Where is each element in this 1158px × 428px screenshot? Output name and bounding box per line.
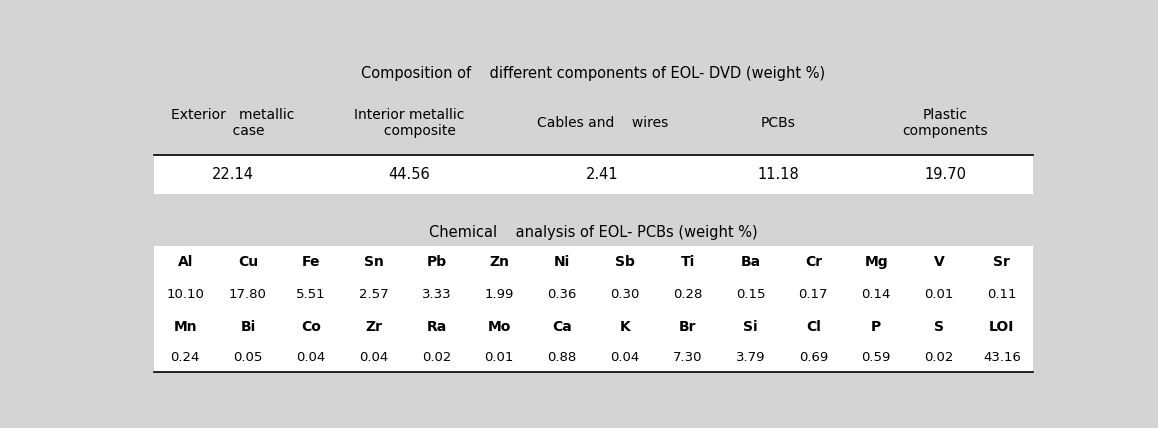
Text: Cl: Cl xyxy=(806,320,821,334)
Text: S: S xyxy=(935,320,944,334)
Text: Al: Al xyxy=(177,256,193,269)
Text: 11.18: 11.18 xyxy=(757,167,799,182)
Text: Pb: Pb xyxy=(426,256,447,269)
Text: Ca: Ca xyxy=(552,320,572,334)
Text: 7.30: 7.30 xyxy=(673,351,703,363)
Text: 17.80: 17.80 xyxy=(229,288,266,301)
Text: 3.33: 3.33 xyxy=(422,288,452,301)
Bar xyxy=(154,219,1033,246)
Text: Chemical    analysis of EOL- PCBs (weight %): Chemical analysis of EOL- PCBs (weight %… xyxy=(430,225,757,240)
Text: 0.30: 0.30 xyxy=(610,288,639,301)
Text: Br: Br xyxy=(679,320,696,334)
Text: V: V xyxy=(933,256,945,269)
Bar xyxy=(154,92,1033,155)
Text: 0.02: 0.02 xyxy=(422,351,452,363)
Text: Ni: Ni xyxy=(554,256,570,269)
Text: 22.14: 22.14 xyxy=(212,167,254,182)
Text: 0.01: 0.01 xyxy=(484,351,514,363)
Text: 43.16: 43.16 xyxy=(983,351,1020,363)
Text: Ti: Ti xyxy=(681,256,695,269)
Text: P: P xyxy=(871,320,881,334)
Text: Fe: Fe xyxy=(301,256,320,269)
Text: Sb: Sb xyxy=(615,256,635,269)
Text: Sn: Sn xyxy=(364,256,383,269)
Text: Co: Co xyxy=(301,320,321,334)
Text: Interior metallic
     composite: Interior metallic composite xyxy=(353,108,464,138)
Text: 3.79: 3.79 xyxy=(735,351,765,363)
Text: 0.59: 0.59 xyxy=(862,351,891,363)
Text: 10.10: 10.10 xyxy=(167,288,204,301)
Text: 0.24: 0.24 xyxy=(170,351,200,363)
Text: Cr: Cr xyxy=(805,256,822,269)
Text: Mg: Mg xyxy=(864,256,888,269)
Text: PCBs: PCBs xyxy=(761,116,796,131)
Text: 0.14: 0.14 xyxy=(862,288,891,301)
Text: 0.28: 0.28 xyxy=(673,288,703,301)
Text: 0.36: 0.36 xyxy=(548,288,577,301)
Text: 2.57: 2.57 xyxy=(359,288,388,301)
Text: 0.04: 0.04 xyxy=(296,351,325,363)
Text: 0.02: 0.02 xyxy=(924,351,954,363)
Bar xyxy=(154,246,1033,372)
Bar xyxy=(154,55,1033,92)
Bar xyxy=(154,155,1033,194)
Text: 0.01: 0.01 xyxy=(924,288,954,301)
Text: Sr: Sr xyxy=(994,256,1010,269)
Text: Zr: Zr xyxy=(365,320,382,334)
Text: Ba: Ba xyxy=(740,256,761,269)
Text: 0.04: 0.04 xyxy=(359,351,388,363)
Text: 19.70: 19.70 xyxy=(924,167,966,182)
Text: Mn: Mn xyxy=(174,320,197,334)
Text: LOI: LOI xyxy=(989,320,1014,334)
Text: 5.51: 5.51 xyxy=(296,288,325,301)
Text: 0.88: 0.88 xyxy=(548,351,577,363)
Text: K: K xyxy=(620,320,630,334)
Text: Zn: Zn xyxy=(489,256,510,269)
Text: 44.56: 44.56 xyxy=(388,167,430,182)
Text: Ra: Ra xyxy=(426,320,447,334)
Text: 0.69: 0.69 xyxy=(799,351,828,363)
Text: Mo: Mo xyxy=(488,320,511,334)
Text: 0.05: 0.05 xyxy=(233,351,263,363)
Text: Cables and    wires: Cables and wires xyxy=(536,116,668,131)
Text: 0.04: 0.04 xyxy=(610,351,639,363)
Text: 0.17: 0.17 xyxy=(799,288,828,301)
Bar xyxy=(154,194,1033,219)
Text: Bi: Bi xyxy=(241,320,256,334)
Text: Cu: Cu xyxy=(237,256,258,269)
Text: Exterior   metallic
       case: Exterior metallic case xyxy=(171,108,294,138)
Text: Si: Si xyxy=(743,320,757,334)
Text: Composition of    different components of EOL- DVD (weight %): Composition of different components of E… xyxy=(361,66,826,81)
Text: 0.11: 0.11 xyxy=(987,288,1017,301)
Text: 2.41: 2.41 xyxy=(586,167,618,182)
Text: 0.15: 0.15 xyxy=(735,288,765,301)
Text: Plastic
components: Plastic components xyxy=(902,108,988,138)
Text: 1.99: 1.99 xyxy=(484,288,514,301)
